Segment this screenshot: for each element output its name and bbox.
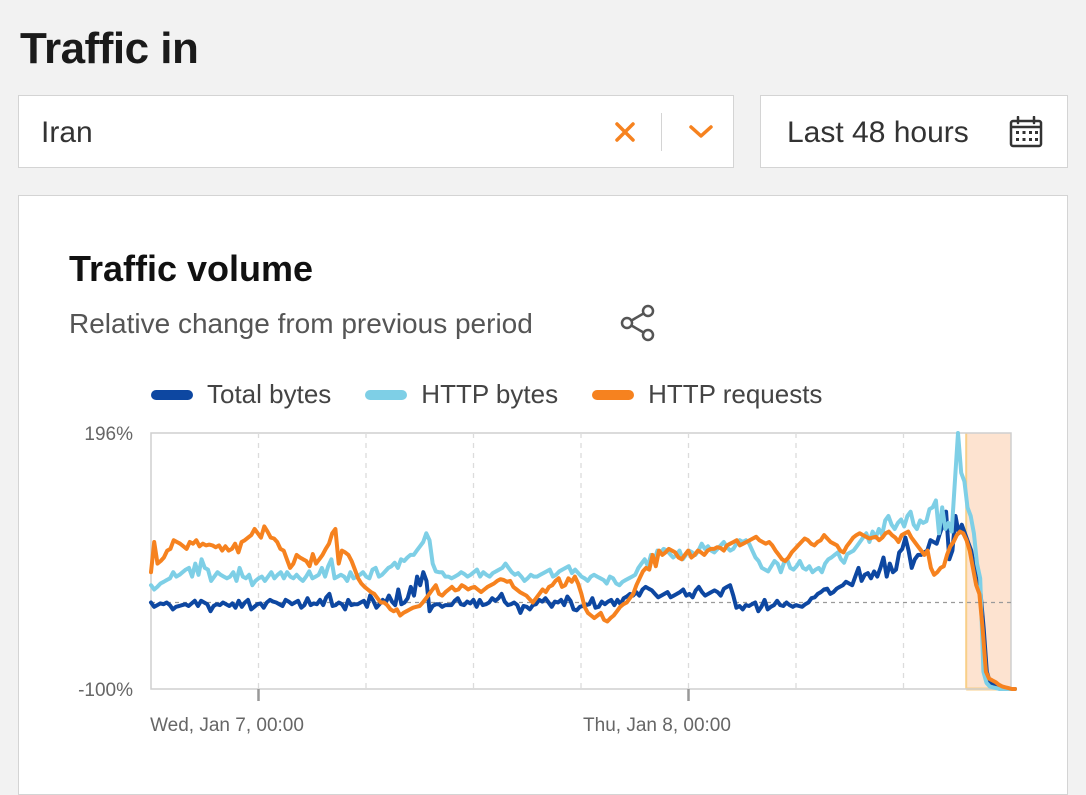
location-dropdown-button[interactable] — [681, 114, 721, 150]
y-tick-label-min: -100% — [78, 680, 133, 701]
card-subtitle: Relative change from previous period — [69, 308, 533, 339]
location-select-value: Iran — [41, 116, 93, 149]
location-select[interactable]: Iran — [18, 95, 734, 168]
legend-item-http-requests[interactable]: HTTP requests — [592, 379, 822, 410]
legend-swatch-http-requests — [592, 389, 635, 400]
legend-item-total-bytes[interactable]: Total bytes — [151, 379, 331, 410]
legend-swatch-http-bytes — [365, 389, 408, 400]
close-icon — [615, 122, 635, 142]
calendar-icon — [1009, 116, 1043, 148]
chart-legend: Total bytes HTTP bytes HTTP requests — [151, 379, 822, 410]
legend-swatch-total-bytes — [151, 389, 193, 400]
page-title: Traffic in — [20, 24, 199, 73]
date-range-value: Last 48 hours — [787, 116, 969, 149]
card-title: Traffic volume — [69, 248, 314, 289]
legend-label-http-bytes: HTTP bytes — [421, 379, 559, 409]
series-line-http-requests — [149, 524, 1017, 691]
date-range-picker[interactable]: Last 48 hours — [760, 95, 1068, 168]
traffic-chart[interactable]: 196% -100% Wed, Jan 7, 00:00 Thu, Jan 8,… — [19, 196, 1067, 769]
traffic-volume-card: Traffic volume Relative change from prev… — [18, 195, 1068, 795]
x-tick-label-jan7: Wed, Jan 7, 00:00 — [150, 715, 304, 736]
x-tick-label-jan8: Thu, Jan 8, 00:00 — [583, 715, 731, 736]
y-tick-label-max: 196% — [84, 424, 133, 445]
share-icon[interactable] — [619, 304, 657, 342]
legend-label-http-requests: HTTP requests — [648, 379, 823, 409]
chevron-down-icon — [689, 125, 713, 138]
legend-item-http-bytes[interactable]: HTTP bytes — [365, 379, 558, 410]
legend-label-total-bytes: Total bytes — [207, 379, 332, 409]
select-divider — [661, 113, 662, 151]
clear-selection-button[interactable] — [609, 114, 641, 150]
